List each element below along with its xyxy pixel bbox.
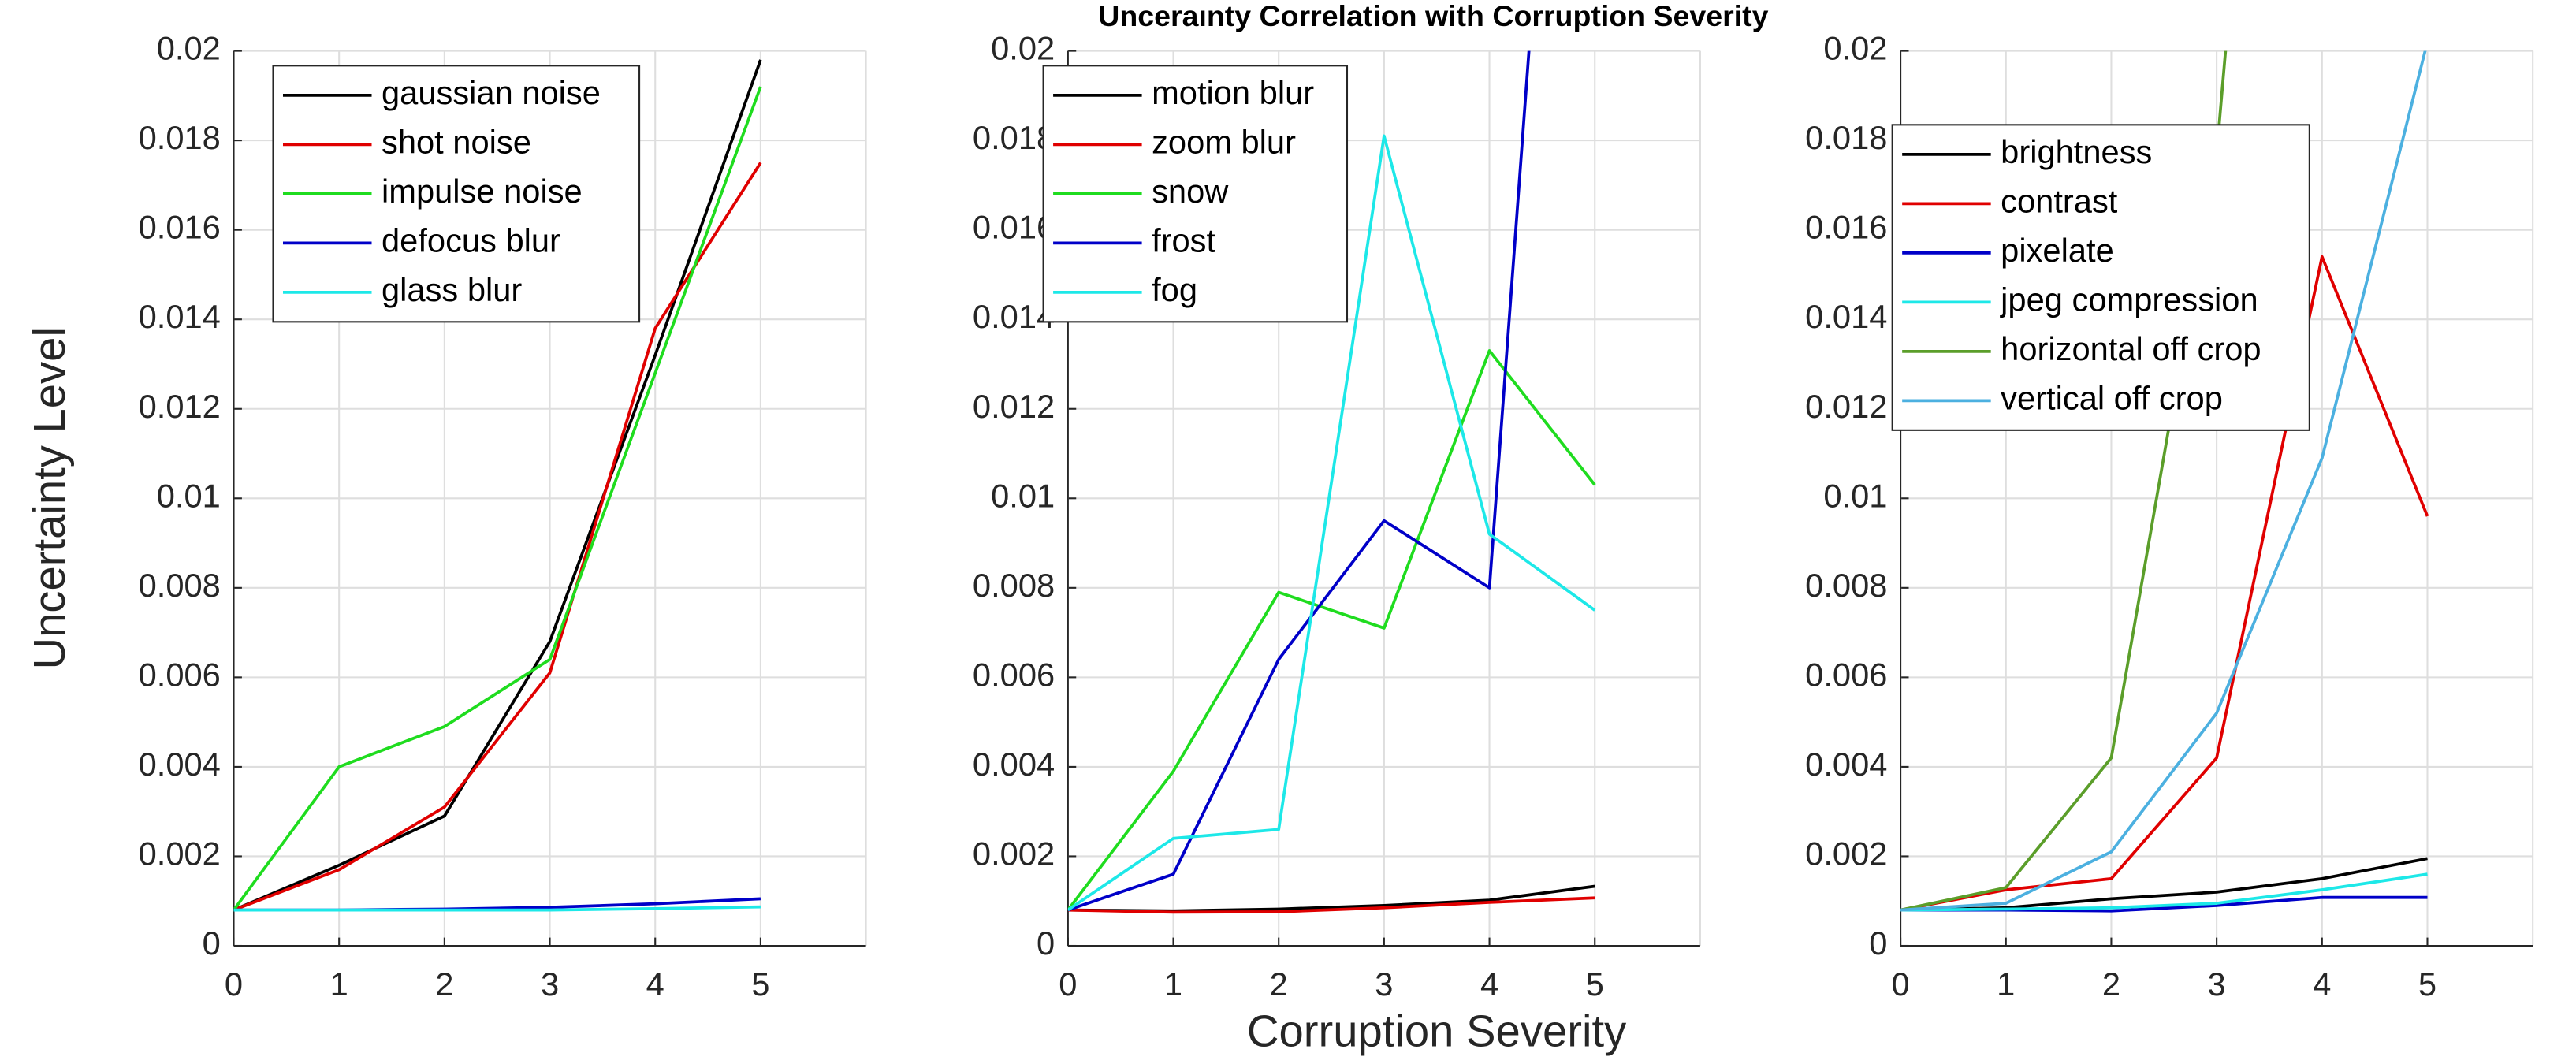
legend-label: shot noise <box>382 123 531 160</box>
x-tick-label: 2 <box>2102 965 2120 1003</box>
y-tick-label: 0.02 <box>157 30 221 67</box>
series-line <box>1900 50 2427 912</box>
y-tick-label: 0.016 <box>973 209 1055 246</box>
lines <box>1067 50 1596 914</box>
x-tick-label: 4 <box>1480 965 1498 1003</box>
legend-label: vertical off crop <box>2001 379 2223 416</box>
x-tick-label: 5 <box>751 965 769 1003</box>
series-line <box>233 59 762 912</box>
y-tick-label: 0 <box>1869 924 1887 962</box>
x-tick-label: 3 <box>1375 965 1393 1003</box>
series-line <box>1900 872 2428 912</box>
series-line <box>1067 134 1596 912</box>
y-tick-label: 0 <box>1037 924 1055 962</box>
x-tick-label: 1 <box>330 965 348 1003</box>
legend-label: snow <box>1152 173 1229 210</box>
y-tick-label: 0.008 <box>139 567 221 604</box>
legend-label: contrast <box>2001 182 2118 219</box>
y-tick-label: 0.004 <box>973 746 1055 783</box>
series-line <box>1067 349 1596 911</box>
y-tick-label: 0.002 <box>139 835 221 872</box>
y-tick-label: 0.012 <box>973 388 1055 425</box>
y-tick-label: 0.002 <box>973 835 1055 872</box>
x-tick-label: 4 <box>646 965 664 1003</box>
y-tick-label: 0.012 <box>139 388 221 425</box>
y-tick-label: 0.01 <box>157 477 221 514</box>
y-tick-label: 0.018 <box>973 119 1055 156</box>
series-line <box>1900 50 2228 912</box>
legend-label: brightness <box>2001 133 2152 170</box>
legend-label: jpeg compression <box>1999 281 2258 318</box>
series-line <box>233 162 762 912</box>
y-tick-label: 0.014 <box>973 298 1055 335</box>
legend-label: fog <box>1152 271 1197 308</box>
y-tick-label: 0.01 <box>991 477 1055 514</box>
legend-label: zoom blur <box>1152 123 1296 160</box>
x-tick-label: 0 <box>225 965 243 1003</box>
x-tick-label: 3 <box>541 965 559 1003</box>
legend-label: glass blur <box>382 271 522 308</box>
y-tick-label: 0.018 <box>139 119 221 156</box>
y-tick-label: 0.006 <box>973 656 1055 693</box>
legend-label: gaussian noise <box>382 74 601 111</box>
y-tick-label: 0.018 <box>1805 119 1887 156</box>
series-line <box>1067 50 1531 912</box>
y-tick-label: 0.016 <box>1805 209 1887 246</box>
legend: brightness contrast pixelate jpeg compressi… <box>1891 124 2310 431</box>
y-tick-label: 0.008 <box>973 567 1055 604</box>
x-tick-label: 0 <box>1059 965 1077 1003</box>
series-line <box>1900 857 2428 912</box>
y-tick-label: 0.014 <box>1805 298 1887 335</box>
y-tick-label: 0.02 <box>1823 30 1887 67</box>
legend-box <box>1891 124 2310 431</box>
series-line <box>1067 884 1595 913</box>
series-line <box>233 905 761 912</box>
series-line <box>1067 896 1595 914</box>
x-tick-label: 2 <box>1270 965 1288 1003</box>
series-line <box>233 86 762 911</box>
x-tick-label: 5 <box>1586 965 1604 1003</box>
series-line <box>1900 255 2429 912</box>
legend-label: pixelate <box>2001 232 2114 269</box>
legend: motion blur zoom blur snow frost fog <box>1042 65 1349 323</box>
lines <box>233 59 762 912</box>
y-tick-label: 0.016 <box>139 209 221 246</box>
y-tick-label: 0.01 <box>1823 477 1887 514</box>
x-tick-label: 0 <box>1891 965 1909 1003</box>
y-tick-label: 0.006 <box>139 656 221 693</box>
x-tick-label: 4 <box>2313 965 2331 1003</box>
legend: gaussian noise shot noise impulse noise def… <box>272 65 641 323</box>
y-tick-label: 0.004 <box>1805 746 1887 783</box>
chart-title: Unceraınty Correlation with Corruption S… <box>1098 0 1768 32</box>
y-tick-label: 0.004 <box>139 746 221 783</box>
x-tick-label: 3 <box>2208 965 2226 1003</box>
legend-label: frost <box>1152 221 1215 259</box>
y-tick-label: 0.014 <box>139 298 221 335</box>
x-tick-label: 5 <box>2418 965 2436 1003</box>
legend-label: defocus blur <box>382 221 560 259</box>
y-tick-label: 0.008 <box>1805 567 1887 604</box>
y-axis-label: Uncertainty Level <box>24 327 74 669</box>
y-tick-label: 0 <box>203 924 221 962</box>
y-tick-label: 0.012 <box>1805 388 1887 425</box>
legend-label: impulse noise <box>382 173 583 210</box>
x-tick-label: 2 <box>435 965 453 1003</box>
x-tick-label: 1 <box>1164 965 1182 1003</box>
x-tick-label: 1 <box>1997 965 2015 1003</box>
y-tick-label: 0.002 <box>1805 835 1887 872</box>
lines <box>1900 50 2429 913</box>
x-axis-label: Corruption Severity <box>1247 1006 1626 1055</box>
y-tick-label: 0.006 <box>1805 656 1887 693</box>
y-tick-label: 0.02 <box>991 30 1055 67</box>
legend-label: horizontal off crop <box>2001 330 2261 367</box>
legend-label: motion blur <box>1152 74 1314 111</box>
